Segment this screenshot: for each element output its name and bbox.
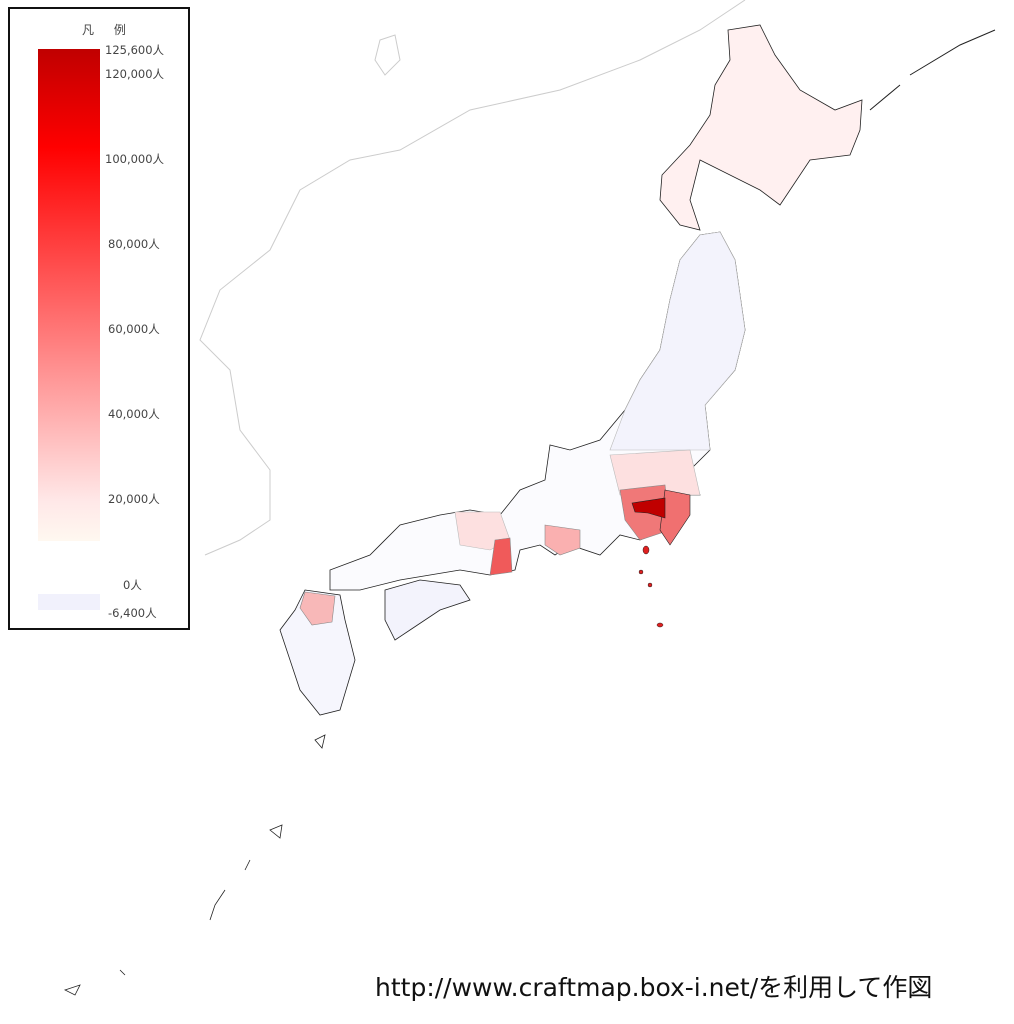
fukuoka bbox=[299, 591, 336, 626]
kyushu bbox=[279, 589, 356, 716]
legend-negative-swatch bbox=[38, 594, 100, 610]
tohoku-region bbox=[609, 231, 746, 451]
hokkaido bbox=[659, 24, 863, 231]
southern-islands bbox=[63, 734, 326, 996]
shikoku bbox=[384, 579, 471, 641]
sakhalin-outline bbox=[374, 34, 401, 76]
legend-tick: 0人 bbox=[123, 578, 142, 592]
legend-tick: 120,000人 bbox=[105, 67, 165, 81]
tokyo bbox=[631, 497, 666, 519]
aichi bbox=[544, 524, 581, 556]
legend-title: 凡 例 bbox=[82, 23, 134, 37]
island bbox=[647, 582, 653, 588]
legend-tick: 20,000人 bbox=[108, 492, 160, 506]
island bbox=[656, 622, 664, 628]
legend: 凡 例 125,600人 120,000人 100,000人 80,000人 6… bbox=[8, 7, 190, 630]
legend-color-bar bbox=[38, 49, 100, 541]
island bbox=[642, 545, 650, 555]
legend-tick: 60,000人 bbox=[108, 322, 160, 336]
credit-text: http://www.craftmap.box-i.net/を利用して作図 bbox=[375, 973, 933, 1002]
chiba bbox=[659, 489, 691, 546]
osaka bbox=[489, 537, 513, 576]
legend-tick: 125,600人 bbox=[105, 43, 165, 57]
izu-islands bbox=[638, 545, 664, 628]
island bbox=[638, 569, 644, 575]
legend-tick: 100,000人 bbox=[105, 152, 165, 166]
kurils bbox=[869, 29, 996, 111]
legend-tick: 80,000人 bbox=[108, 237, 160, 251]
legend-tick: 40,000人 bbox=[108, 407, 160, 421]
korea-china-coastline bbox=[199, 0, 746, 556]
legend-tick: -6,400人 bbox=[108, 606, 157, 620]
